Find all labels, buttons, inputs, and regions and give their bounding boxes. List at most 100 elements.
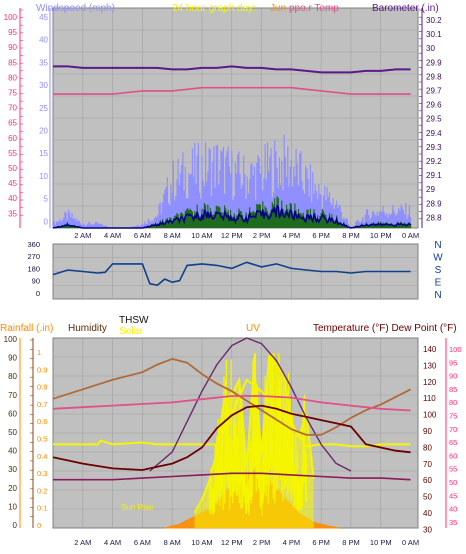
dew-axis-tick: 75 (449, 412, 457, 421)
barometer-axis-tick: 29.1 (426, 171, 442, 180)
direction-axis-tick: 90 (32, 277, 40, 286)
time-axis-tick: 2 AM (74, 538, 91, 547)
direction-axis-tick: 360 (27, 240, 40, 249)
barometer-axis-tick: 29.5 (426, 115, 442, 124)
temp-axis-tick: 35 (8, 209, 17, 218)
temp-axis-tick: 95 (8, 28, 17, 37)
temperature-axis-tick: 80 (423, 443, 432, 452)
humidity-axis-tick: 10 (8, 502, 17, 511)
time-axis-tick: 10 AM (191, 538, 212, 547)
wind-direction-line (52, 261, 411, 287)
time-axis-tick: 6 PM (312, 231, 330, 240)
rain-axis-tick: 1 (37, 348, 41, 357)
dew-axis-tick: 50 (449, 478, 457, 487)
barometer-axis-tick: 30.1 (426, 30, 442, 39)
wind-axis-tick: 45 (39, 13, 48, 22)
humidity-axis-tick: 60 (8, 409, 17, 418)
wind-axis-tick: 0 (44, 217, 49, 226)
time-axis-tick: 6 AM (134, 231, 151, 240)
humidity-axis-tick: 80 (8, 372, 17, 381)
compass-label: S (435, 265, 442, 276)
temperature-axis-tick: 90 (423, 427, 432, 436)
barometer-axis-tick: 30.2 (426, 16, 442, 25)
direction-axis-tick: 270 (27, 252, 40, 261)
rainfall-axis-label: Rainfall (.in) (0, 323, 53, 334)
sun-elevation-line (149, 337, 352, 472)
temperature-axis-tick: 50 (423, 493, 432, 502)
wind-axis-tick: 5 (44, 195, 49, 204)
barometer-axis-tick: 30 (426, 44, 435, 53)
dew-axis-tick: 40 (449, 505, 457, 514)
wind-average-line (52, 204, 412, 229)
dew-axis-tick: 80 (449, 398, 457, 407)
temp-axis-tick: 90 (8, 43, 17, 52)
solar-label: Solar (119, 326, 143, 337)
wind-gust-bars (52, 134, 412, 228)
time-axis-tick: 6 AM (134, 538, 151, 547)
temperature-axis-tick: 60 (423, 476, 432, 485)
barometer-axis-tick: 29.8 (426, 72, 442, 81)
humidity-axis-tick: 40 (8, 447, 17, 456)
wind-axis-tick: 35 (39, 58, 48, 67)
time-axis-tick: 2 PM (253, 231, 271, 240)
uv-label: UV (246, 323, 260, 334)
temp-axis-tick: 40 (8, 194, 17, 203)
humidity-line (52, 357, 412, 436)
dew-axis-tick: 90 (449, 372, 457, 381)
temp-label-fragment: ppo.r Temp (289, 3, 339, 14)
temp-axis-tick: 65 (8, 119, 17, 128)
compass-label: N (434, 240, 441, 251)
temperature-axis-tick: 140 (423, 345, 437, 354)
wind-axis-tick: 20 (39, 127, 48, 136)
dew-axis-tick: 85 (449, 385, 457, 394)
dew-axis-tick: 60 (449, 451, 457, 460)
rain-axis-tick: 0.4 (37, 452, 47, 461)
barometer-axis-tick: 28.9 (426, 199, 442, 208)
barometer-axis-tick: 28.8 (426, 213, 442, 222)
barometer-axis-tick: 29 (426, 185, 435, 194)
humidity-axis-tick: 30 (8, 465, 17, 474)
time-axis-tick: 8 AM (164, 538, 181, 547)
barometer-axis-tick: 29.4 (426, 129, 442, 138)
temp-axis-tick: 80 (8, 73, 17, 82)
time-axis-tick: 0 AM (402, 538, 419, 547)
time-axis-tick: 8 PM (342, 538, 360, 547)
temperature-dewpoint-label: Temperature (°F) Dew Point (°F) (313, 323, 457, 334)
wind-axis-tick: 15 (39, 149, 48, 158)
time-axis-tick: 4 PM (283, 538, 301, 547)
time-axis-tick: 10 PM (370, 231, 392, 240)
barometer-axis-tick: 29.6 (426, 101, 442, 110)
humidity-axis-tick: 100 (4, 335, 18, 344)
graph-title-tail: Jun (270, 3, 286, 14)
time-axis-tick: 10 AM (191, 231, 212, 240)
time-axis-tick: 8 AM (164, 231, 181, 240)
dew-axis-tick: 65 (449, 438, 457, 447)
outside-temperature-line (53, 86, 411, 95)
humidity-axis-tick: 50 (8, 428, 17, 437)
rain-axis-tick: 0.8 (37, 383, 47, 392)
graph-title: 24 hour graph day: (172, 3, 256, 14)
windspeed-axis-label: Windspeed (mph) (36, 3, 115, 14)
dew-axis-tick: 70 (449, 425, 457, 434)
rain-axis-tick: 0.1 (37, 504, 47, 513)
rain-axis-tick: 0.7 (37, 400, 47, 409)
humidity-axis-tick: 0 (13, 521, 18, 530)
wind-axis-tick: 25 (39, 104, 48, 113)
rain-axis-tick: 0.9 (37, 365, 47, 374)
time-axis-tick: 2 PM (253, 538, 271, 547)
temperature-axis-tick: 30 (423, 525, 432, 534)
temperature-axis-tick: 110 (423, 394, 436, 403)
rain-axis-tick: 0.2 (37, 486, 47, 495)
rain-axis-tick: 0.6 (37, 417, 47, 426)
temperature-line (52, 395, 411, 412)
temp-axis-tick: 50 (8, 164, 17, 173)
wind-axis-tick: 30 (39, 81, 48, 90)
time-axis-tick: 4 AM (104, 231, 121, 240)
temp-axis-tick: 60 (8, 134, 17, 143)
axis-layer: 1009590858075706560555045403545403530252… (4, 8, 462, 547)
humidity-axis-tick: 20 (8, 484, 17, 493)
time-axis-tick: 6 PM (312, 538, 330, 547)
dew-axis-tick: 35 (449, 518, 457, 527)
barometer-axis-tick: 29.9 (426, 58, 442, 67)
